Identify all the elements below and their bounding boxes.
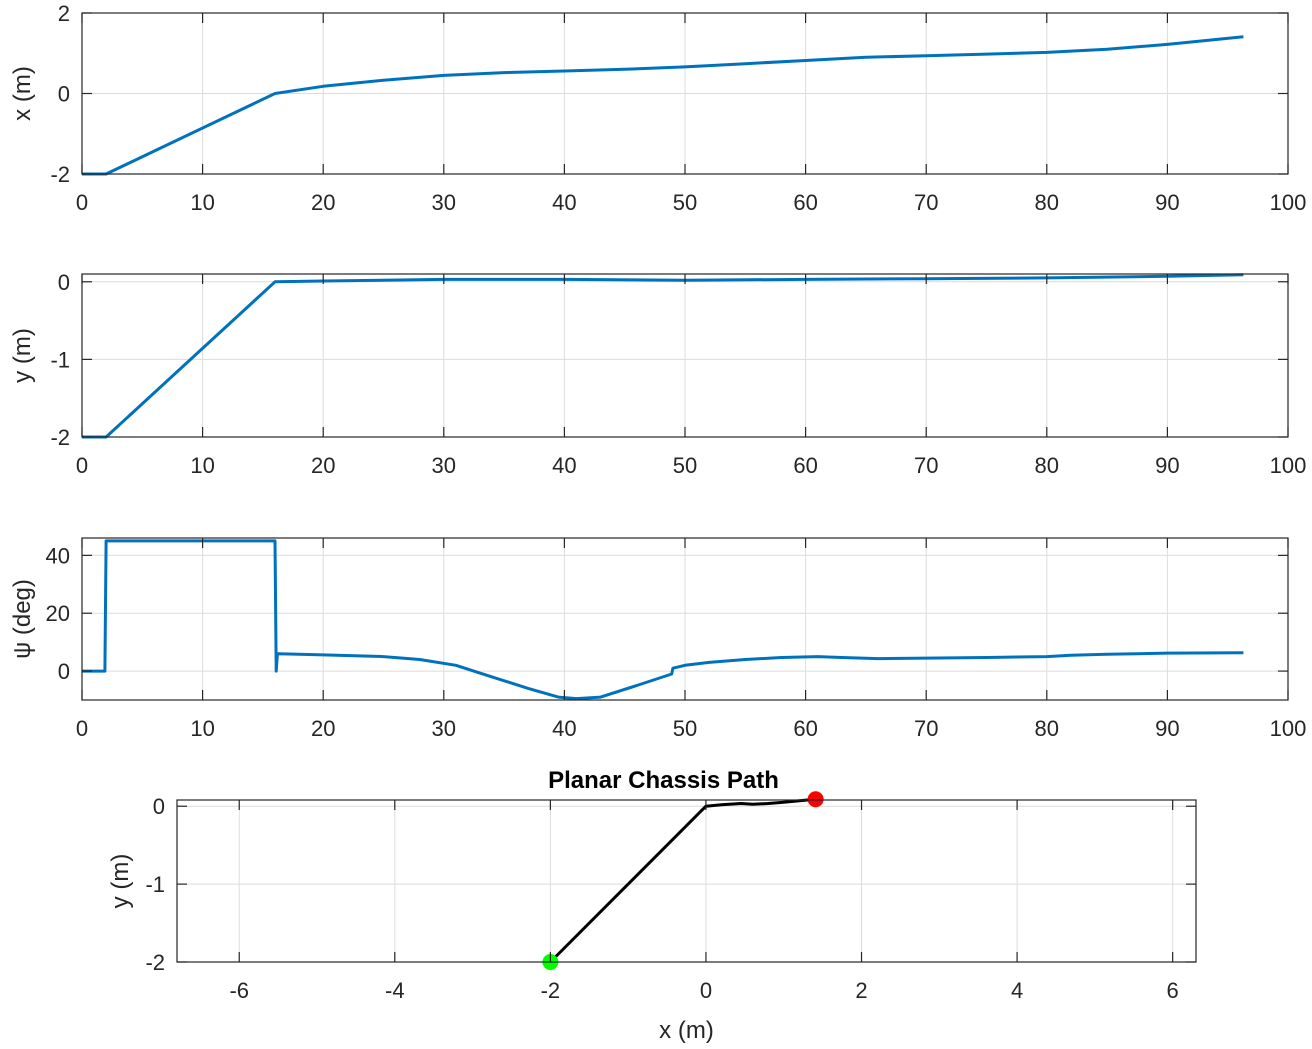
y-tick-label: 20 <box>46 601 70 626</box>
y-tick-label: 0 <box>58 82 70 107</box>
x-tick-label: 80 <box>1035 453 1059 478</box>
x-tick-label: 60 <box>793 190 817 215</box>
x-tick-label: 70 <box>914 453 938 478</box>
chart-title: Planar Chassis Path <box>548 767 779 794</box>
chart-panel-3: 0 10 20 30 40 50 60 70 80 90 100 0 20 40 ψ (deg) <box>9 537 1307 741</box>
x-tick-label: 50 <box>673 716 697 741</box>
x-tick-label: -6 <box>229 978 249 1003</box>
x-tick-label: 0 <box>76 716 88 741</box>
x-tick-label: 2 <box>855 978 867 1003</box>
x-tick-label: 60 <box>793 453 817 478</box>
axes-box <box>176 799 1197 963</box>
y-tick-label: 2 <box>58 1 70 26</box>
x-tick-label: 30 <box>432 716 456 741</box>
x-tick-label: 4 <box>1011 978 1023 1003</box>
x-tick-label: -4 <box>385 978 405 1003</box>
x-tick-label: 100 <box>1270 190 1307 215</box>
series-line-1 <box>82 273 1244 439</box>
series-line-1 <box>82 539 1244 701</box>
y-axis-label: y (m) <box>107 854 134 909</box>
x-axis-label: x (m) <box>659 1017 714 1044</box>
x-tick-label: 10 <box>190 716 214 741</box>
x-tick-label: 20 <box>311 453 335 478</box>
x-tick-label: 70 <box>914 716 938 741</box>
x-tick-label: 80 <box>1035 716 1059 741</box>
y-tick-label: -2 <box>50 425 70 450</box>
x-tick-label: 80 <box>1035 190 1059 215</box>
x-tick-label: 10 <box>190 190 214 215</box>
x-tick-label: 20 <box>311 190 335 215</box>
chart-panel-2: 0 10 20 30 40 50 60 70 80 90 100 -2 -1 0 y (m) <box>9 270 1306 478</box>
x-tick-label: 0 <box>76 453 88 478</box>
x-tick-label: 60 <box>793 716 817 741</box>
end-marker <box>807 791 824 808</box>
series-line-1 <box>549 798 816 964</box>
x-tick-label: 40 <box>552 716 576 741</box>
x-tick-label: -2 <box>541 978 561 1003</box>
y-axis-label: y (m) <box>9 328 36 383</box>
x-tick-label: 100 <box>1270 716 1307 741</box>
x-tick-label: 50 <box>673 453 697 478</box>
x-tick-label: 100 <box>1270 453 1307 478</box>
x-tick-label: 40 <box>552 453 576 478</box>
x-tick-label: 30 <box>432 190 456 215</box>
y-tick-label: 0 <box>58 659 70 684</box>
y-tick-label: 40 <box>46 543 70 568</box>
y-tick-label: 0 <box>153 794 165 819</box>
y-tick-label: -1 <box>50 347 70 372</box>
y-tick-label: -2 <box>145 950 165 975</box>
y-tick-label: -2 <box>50 162 70 187</box>
x-tick-label: 30 <box>432 453 456 478</box>
x-tick-label: 40 <box>552 190 576 215</box>
y-tick-label: -1 <box>145 872 165 897</box>
x-tick-label: 90 <box>1155 190 1179 215</box>
x-tick-label: 70 <box>914 190 938 215</box>
x-tick-label: 90 <box>1155 453 1179 478</box>
x-tick-label: 0 <box>700 978 712 1003</box>
y-axis-label: ψ (deg) <box>9 579 36 659</box>
x-tick-label: 50 <box>673 190 697 215</box>
x-tick-label: 20 <box>311 716 335 741</box>
y-axis-label: x (m) <box>9 66 36 121</box>
x-tick-label: 6 <box>1167 978 1179 1003</box>
x-tick-label: 0 <box>76 190 88 215</box>
y-tick-label: 0 <box>58 270 70 295</box>
chart-panel-4: -6 -4 -2 0 2 4 6 -2 -1 0 y (m) x (m) Planar Chassis … <box>107 767 1197 1044</box>
x-tick-label: 90 <box>1155 716 1179 741</box>
series-line-1 <box>82 35 1244 176</box>
x-tick-label: 10 <box>190 453 214 478</box>
